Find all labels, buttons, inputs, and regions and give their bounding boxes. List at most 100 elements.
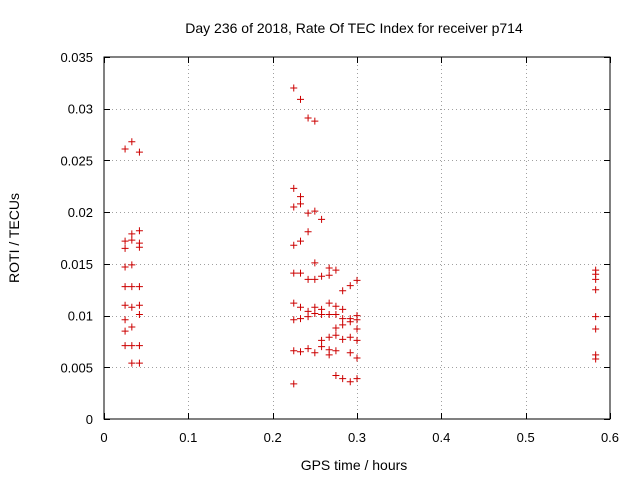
- data-point: [346, 349, 354, 357]
- data-point: [290, 347, 298, 355]
- data-point: [353, 276, 361, 284]
- data-point: [346, 315, 354, 323]
- data-point: [290, 269, 298, 277]
- data-point: [353, 354, 361, 362]
- x-axis-label: GPS time / hours: [301, 457, 408, 473]
- data-point: [318, 215, 326, 223]
- data-point: [346, 282, 354, 290]
- data-point: [290, 380, 298, 388]
- data-point: [121, 342, 129, 350]
- chart-title: Day 236 of 2018, Rate Of TEC Index for r…: [185, 20, 523, 36]
- data-point: [332, 302, 340, 310]
- y-tick-label: 0.01: [68, 309, 93, 324]
- data-point: [304, 228, 312, 236]
- data-point: [290, 299, 298, 307]
- data-point: [325, 333, 333, 341]
- data-point: [290, 84, 298, 92]
- data-point: [135, 342, 143, 350]
- y-tick-label: 0.035: [60, 50, 93, 65]
- data-point: [325, 351, 333, 359]
- y-tick-label: 0.015: [60, 257, 93, 272]
- data-point: [121, 316, 129, 324]
- y-tick-label: 0.03: [68, 102, 93, 117]
- data-point: [311, 259, 319, 267]
- x-tick-label: 0: [100, 430, 107, 445]
- y-axis-label: ROTI / TECUs: [6, 193, 22, 283]
- data-point: [304, 114, 312, 122]
- data-point: [296, 269, 304, 277]
- data-point: [332, 347, 340, 355]
- y-tick-label: 0.025: [60, 153, 93, 168]
- tick-labels: 0 0.1 0.2 0.3 0.4 0.5 0.6 0 0.005 0.01 0.015 0.02 0.…: [60, 50, 619, 445]
- data-point: [353, 316, 361, 324]
- data-point: [135, 227, 143, 235]
- y-tick-label: 0.02: [68, 205, 93, 220]
- data-point: [353, 336, 361, 344]
- plot-frame: [103, 56, 611, 420]
- data-point: [339, 305, 347, 313]
- x-tick-label: 0.6: [601, 430, 619, 445]
- data-point: [332, 311, 340, 319]
- data-point: [128, 359, 136, 367]
- y-tick-label: 0: [86, 412, 93, 427]
- data-point: [296, 193, 304, 201]
- data-point: [128, 323, 136, 331]
- data-point: [339, 335, 347, 343]
- data-point: [290, 203, 298, 211]
- data-point: [332, 266, 340, 274]
- data-point: [304, 275, 312, 283]
- data-point: [318, 272, 326, 280]
- data-point: [592, 286, 600, 294]
- data-point: [296, 237, 304, 245]
- data-point: [318, 343, 326, 351]
- data-point: [128, 303, 136, 311]
- data-point: [304, 209, 312, 217]
- data-points: [121, 84, 600, 388]
- data-point: [121, 327, 129, 335]
- data-point: [346, 378, 354, 386]
- data-point: [128, 283, 136, 291]
- data-point: [311, 303, 319, 311]
- data-point: [290, 316, 298, 324]
- data-point: [128, 138, 136, 146]
- data-point: [121, 263, 129, 271]
- x-tick-label: 0.4: [432, 430, 450, 445]
- data-point: [311, 349, 319, 357]
- data-point: [332, 372, 340, 380]
- data-point: [318, 336, 326, 344]
- data-point: [346, 333, 354, 341]
- data-point: [296, 303, 304, 311]
- data-point: [592, 325, 600, 333]
- data-point: [135, 283, 143, 291]
- data-point: [121, 244, 129, 252]
- data-point: [332, 324, 340, 332]
- data-point: [339, 375, 347, 383]
- data-point: [135, 359, 143, 367]
- data-point: [135, 148, 143, 156]
- data-point: [325, 299, 333, 307]
- data-point: [128, 236, 136, 244]
- data-point: [135, 311, 143, 319]
- data-point: [311, 207, 319, 215]
- x-tick-label: 0.3: [348, 430, 366, 445]
- data-point: [325, 311, 333, 319]
- data-point: [311, 117, 319, 125]
- data-point: [353, 375, 361, 383]
- data-point: [311, 310, 319, 318]
- data-point: [121, 237, 129, 245]
- data-point: [121, 145, 129, 153]
- data-point: [290, 241, 298, 249]
- data-point: [296, 200, 304, 208]
- data-point: [311, 275, 319, 283]
- data-point: [135, 243, 143, 251]
- data-point: [304, 313, 312, 321]
- data-point: [332, 331, 340, 339]
- data-point: [318, 311, 326, 319]
- data-point: [304, 345, 312, 353]
- data-point: [128, 342, 136, 350]
- data-point: [296, 348, 304, 356]
- x-tick-label: 0.2: [264, 430, 282, 445]
- data-point: [290, 184, 298, 192]
- data-point: [592, 275, 600, 283]
